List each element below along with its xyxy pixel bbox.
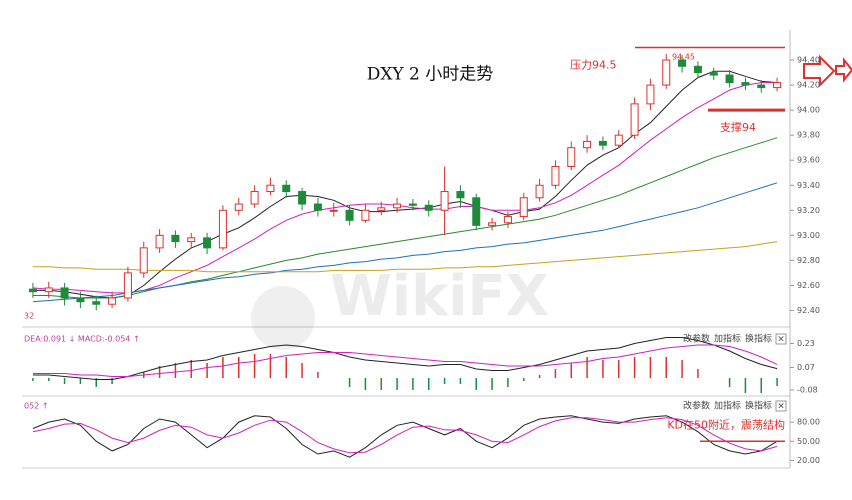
candle-body xyxy=(662,59,671,86)
ma-line xyxy=(32,415,778,458)
candle-body xyxy=(60,287,69,299)
candle-body xyxy=(123,272,132,299)
y-tick-label: 94.00 xyxy=(797,106,820,115)
candle-body xyxy=(171,234,180,243)
ma-line xyxy=(32,82,778,294)
candle-body xyxy=(313,203,322,211)
candle-body xyxy=(678,59,687,67)
candle-body xyxy=(266,184,275,193)
ma-line xyxy=(32,337,778,380)
candle-body xyxy=(693,65,702,74)
candle-body xyxy=(108,297,117,305)
y-tick-label: 93.60 xyxy=(797,156,820,165)
y-tick-label: 50.00 xyxy=(797,437,820,446)
ma-line xyxy=(32,70,778,299)
macd-legend: DEA:0.091 ↓ MACD:-0.054 ↑ xyxy=(24,335,140,344)
arrow-icon xyxy=(835,57,852,83)
candle-body xyxy=(187,237,196,243)
candle-body xyxy=(551,165,560,186)
candle-body xyxy=(503,216,512,224)
ma-line xyxy=(32,344,778,377)
reference-label: 支撑94 xyxy=(720,120,756,134)
candle-body xyxy=(472,197,481,226)
candle-body xyxy=(155,234,164,249)
candle-body xyxy=(709,72,718,76)
candle-body xyxy=(139,247,148,274)
candle-body xyxy=(234,203,243,211)
y-tick-label: 80.00 xyxy=(797,418,820,427)
candle-body xyxy=(598,140,607,146)
y-tick-label: 93.40 xyxy=(797,181,820,190)
candle-body xyxy=(725,74,734,84)
ma-line xyxy=(32,241,778,273)
control-button[interactable]: 改参数 xyxy=(683,400,710,412)
peak-label: 94.45 xyxy=(672,53,695,62)
candle-body xyxy=(329,209,338,212)
candle-body xyxy=(76,297,85,303)
candle-body xyxy=(44,287,53,293)
candle-body xyxy=(519,197,528,218)
close-button[interactable]: × xyxy=(777,335,785,345)
y-tick-label: 94.20 xyxy=(797,81,820,90)
watermark: WikiFX xyxy=(251,264,549,350)
kd-legend: 052 ↑ xyxy=(24,402,49,411)
candle-body xyxy=(377,207,386,211)
candle-body xyxy=(535,184,544,199)
y-tick-label: 93.00 xyxy=(797,231,820,240)
close-box[interactable] xyxy=(775,400,787,412)
y-tick-label: 92.80 xyxy=(797,256,820,265)
y-tick-label: 0.23 xyxy=(797,339,815,348)
chart-title: DXY 2 小时走势 xyxy=(367,65,494,85)
arrow-icon xyxy=(803,54,836,88)
candle-body xyxy=(630,103,639,136)
candle-body xyxy=(298,191,307,205)
candle-body xyxy=(741,82,750,86)
candle-body xyxy=(361,209,370,221)
control-button[interactable]: 加指标 xyxy=(714,400,741,412)
control-button[interactable]: 加指标 xyxy=(714,333,741,345)
watermark-text: WikiFX xyxy=(330,264,549,329)
candle-body xyxy=(408,203,417,206)
candle-body xyxy=(345,209,354,221)
candle-body xyxy=(773,82,782,89)
y-tick-label: 93.80 xyxy=(797,131,820,140)
candle-body xyxy=(646,84,655,105)
ma-line xyxy=(32,182,778,303)
candle-body xyxy=(282,184,291,193)
y-tick-label: 94.40 xyxy=(797,56,820,65)
control-button[interactable]: 换指标 xyxy=(745,400,772,412)
candle-body xyxy=(393,203,402,209)
y-tick-label: 20.00 xyxy=(797,456,820,465)
reference-label: KD在50附近，震荡结构 xyxy=(667,417,785,431)
candle-body xyxy=(203,237,212,249)
candle-body xyxy=(488,222,497,226)
y-tick-label: 92.40 xyxy=(797,306,820,315)
close-button[interactable]: × xyxy=(777,402,785,412)
candle-body xyxy=(250,191,259,205)
candle-body xyxy=(456,191,465,199)
ma-line xyxy=(32,417,778,454)
candle-body xyxy=(614,134,623,146)
candle-body xyxy=(218,209,227,249)
candle-body xyxy=(28,288,37,293)
y-tick-label: 93.20 xyxy=(797,206,820,215)
candle-body xyxy=(757,84,766,89)
reference-label: 压力94.5 xyxy=(570,59,617,72)
candle-body xyxy=(440,191,449,211)
candle-body xyxy=(567,147,576,167)
y-tick-label: -0.08 xyxy=(797,386,818,395)
control-button[interactable]: 换指标 xyxy=(745,333,772,345)
y-tick-label: 92.60 xyxy=(797,281,820,290)
candle-body xyxy=(583,140,592,149)
watermark-logo xyxy=(251,286,315,350)
y-tick-label: 0.07 xyxy=(797,363,815,372)
candle-body xyxy=(92,301,101,305)
edge-label: 32 xyxy=(24,312,34,321)
close-box[interactable] xyxy=(775,333,787,345)
candle-body xyxy=(424,204,433,211)
